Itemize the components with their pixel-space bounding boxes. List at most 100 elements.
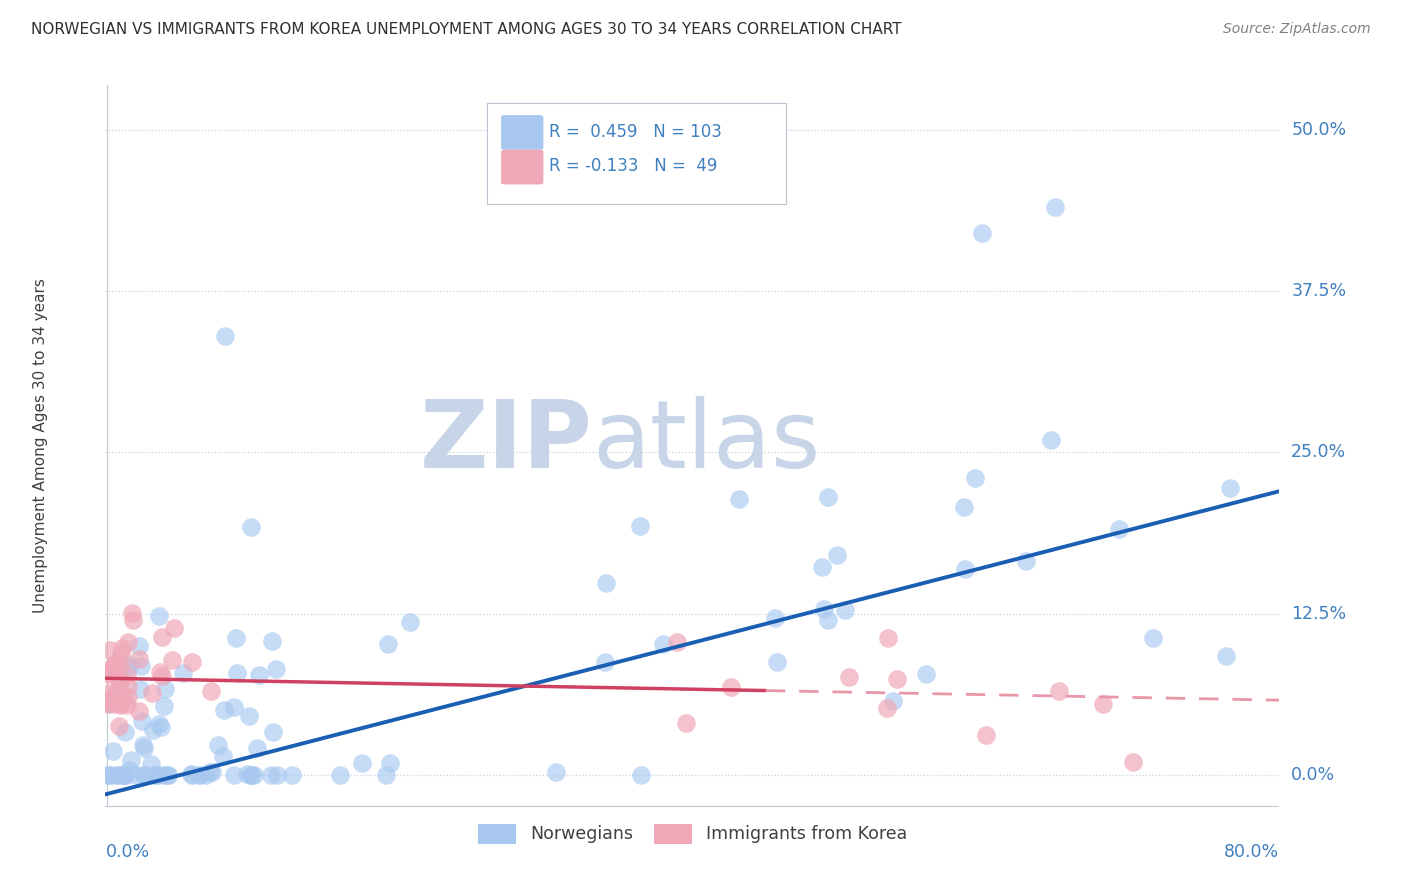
- Point: [110, 679, 132, 693]
- Point: [110, 674, 132, 689]
- Point: [111, 640, 134, 655]
- Point: [97, 697, 120, 711]
- Text: 25.0%: 25.0%: [1291, 443, 1347, 461]
- Point: [108, 719, 131, 733]
- Point: [98, 768, 121, 782]
- Point: [122, 613, 145, 627]
- Point: [1215, 648, 1237, 663]
- Point: [110, 698, 132, 713]
- Point: [117, 635, 139, 649]
- Point: [103, 658, 125, 673]
- Point: [763, 611, 786, 625]
- FancyBboxPatch shape: [501, 150, 543, 185]
- Point: [115, 668, 138, 682]
- Point: [264, 662, 287, 676]
- Point: [886, 672, 908, 686]
- Point: [148, 609, 170, 624]
- Point: [181, 768, 204, 782]
- Point: [117, 679, 139, 693]
- Point: [238, 709, 260, 723]
- Point: [1045, 200, 1067, 214]
- Point: [260, 768, 283, 782]
- Point: [242, 768, 264, 782]
- Point: [240, 768, 263, 782]
- Point: [225, 666, 247, 681]
- Point: [813, 601, 835, 615]
- Point: [107, 768, 129, 782]
- Point: [160, 653, 183, 667]
- Point: [211, 749, 233, 764]
- Text: NORWEGIAN VS IMMIGRANTS FROM KOREA UNEMPLOYMENT AMONG AGES 30 TO 34 YEARS CORREL: NORWEGIAN VS IMMIGRANTS FROM KOREA UNEMP…: [31, 22, 901, 37]
- Text: Unemployment Among Ages 30 to 34 years: Unemployment Among Ages 30 to 34 years: [34, 278, 48, 614]
- Point: [128, 639, 150, 653]
- Point: [262, 725, 284, 739]
- Text: ZIP: ZIP: [420, 396, 593, 489]
- Point: [207, 738, 229, 752]
- Point: [104, 657, 127, 671]
- Point: [1092, 697, 1115, 711]
- Point: [117, 661, 139, 675]
- Point: [97, 698, 120, 712]
- Text: atlas: atlas: [593, 396, 821, 489]
- Point: [108, 673, 131, 687]
- Point: [100, 768, 122, 782]
- Point: [120, 753, 142, 767]
- Point: [134, 741, 156, 756]
- Point: [111, 768, 134, 782]
- Point: [214, 703, 236, 717]
- Point: [98, 667, 121, 681]
- Point: [153, 699, 176, 714]
- Legend: Norwegians, Immigrants from Korea: Norwegians, Immigrants from Korea: [471, 817, 914, 851]
- Point: [98, 691, 121, 706]
- Point: [882, 694, 904, 708]
- Point: [214, 329, 236, 343]
- Point: [1040, 433, 1063, 447]
- Text: 37.5%: 37.5%: [1291, 282, 1347, 301]
- Point: [665, 634, 688, 648]
- Point: [329, 768, 352, 782]
- Point: [97, 686, 120, 700]
- Point: [628, 519, 651, 533]
- Point: [112, 768, 135, 782]
- Point: [188, 768, 211, 782]
- Point: [172, 666, 194, 681]
- Point: [128, 704, 150, 718]
- Point: [96, 768, 118, 782]
- Point: [104, 685, 127, 699]
- Point: [134, 768, 156, 782]
- Point: [915, 667, 938, 681]
- Point: [150, 720, 173, 734]
- Point: [825, 549, 848, 563]
- Text: R = -0.133   N =  49: R = -0.133 N = 49: [550, 157, 717, 176]
- Point: [224, 700, 246, 714]
- Point: [131, 714, 153, 728]
- Text: Source: ZipAtlas.com: Source: ZipAtlas.com: [1223, 22, 1371, 37]
- Point: [375, 768, 398, 782]
- Point: [105, 768, 128, 782]
- Point: [181, 655, 204, 669]
- Point: [139, 756, 162, 771]
- Point: [595, 575, 617, 590]
- Point: [974, 729, 997, 743]
- Point: [1047, 683, 1070, 698]
- Point: [114, 768, 136, 782]
- Point: [103, 743, 125, 757]
- FancyBboxPatch shape: [501, 115, 543, 150]
- Point: [115, 698, 138, 713]
- Point: [963, 471, 986, 485]
- Point: [142, 768, 165, 782]
- Point: [118, 657, 141, 672]
- Point: [156, 768, 179, 782]
- Point: [652, 637, 675, 651]
- Point: [110, 657, 132, 671]
- Text: 80.0%: 80.0%: [1225, 844, 1279, 862]
- Point: [247, 667, 270, 681]
- Point: [1108, 522, 1130, 536]
- Point: [112, 690, 135, 705]
- Point: [200, 684, 222, 698]
- Point: [834, 603, 856, 617]
- Point: [720, 680, 742, 694]
- Point: [377, 637, 399, 651]
- Point: [142, 723, 165, 738]
- Point: [399, 615, 422, 629]
